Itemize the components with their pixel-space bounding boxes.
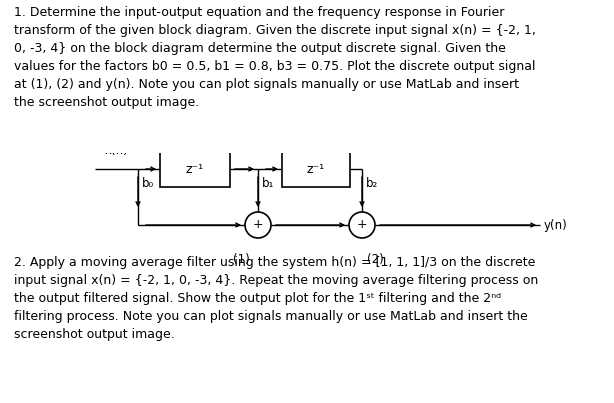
Text: the output filtered signal. Show the output plot for the 1st filtering and the 2: the output filtered signal. Show the out…	[13, 333, 543, 346]
Text: (1): (1)	[233, 253, 250, 266]
Text: 0, -3, 4} on the block diagram determine the output discrete signal. Given the: 0, -3, 4} on the block diagram determine…	[13, 56, 537, 69]
Ellipse shape	[245, 212, 271, 238]
Text: z⁻¹: z⁻¹	[307, 162, 325, 175]
Text: transform of the given block diagram. Given the discrete input signal x(n) = {-2: transform of the given block diagram. Gi…	[13, 35, 569, 48]
Text: at (1), (2) and y(n). Note you can plot signals manually or use MatLab and inser: at (1), (2) and y(n). Note you can plot …	[13, 99, 550, 112]
Text: (2): (2)	[367, 253, 384, 266]
Ellipse shape	[349, 212, 375, 238]
Text: x(n): x(n)	[105, 144, 129, 157]
Text: +: +	[357, 218, 367, 231]
Text: +: +	[253, 218, 263, 231]
Text: b₂: b₂	[366, 177, 378, 190]
Text: 1. Determine the input-output equation and the frequency response in Fourier
tra: 1. Determine the input-output equation a…	[14, 6, 535, 109]
Text: the screenshot output image.: the screenshot output image.	[13, 120, 211, 133]
Text: b₀: b₀	[142, 177, 154, 190]
Text: filtering process. Note you can plot signals manually or use MatLab and insert t: filtering process. Note you can plot sig…	[13, 355, 560, 368]
Text: the output filtered signal. Show the output plot for the 1: the output filtered signal. Show the out…	[13, 333, 389, 346]
FancyBboxPatch shape	[282, 151, 350, 187]
Text: z⁻¹: z⁻¹	[186, 162, 204, 175]
Text: b₁: b₁	[262, 177, 274, 190]
Text: values for the factors b0 = 0.5, b1 = 0.8, b3 = 0.75. Plot the discrete output s: values for the factors b0 = 0.5, b1 = 0.…	[13, 77, 567, 91]
Text: the output filtered signal. Show the output plot for the 1ˢᵗ filtering and the 2: the output filtered signal. Show the out…	[13, 333, 534, 346]
Text: 2. Apply a moving average filter using the system h(n) = [1, 1, 1]/3 on the disc: 2. Apply a moving average filter using t…	[14, 256, 538, 341]
Text: 2. Apply a moving average filter using the system h(n) = [1, 1, 1]/3 on the disc: 2. Apply a moving average filter using t…	[13, 290, 569, 303]
FancyBboxPatch shape	[160, 151, 230, 187]
Text: y(n): y(n)	[544, 218, 568, 231]
Text: input signal x(n) = {-2, 1, 0, -3, 4}. Repeat the moving average filtering proce: input signal x(n) = {-2, 1, 0, -3, 4}. R…	[13, 312, 571, 324]
Text: the output filtered signal. Show the output plot for the 1st filtering and the 2: the output filtered signal. Show the out…	[13, 333, 543, 346]
Text: 1. Determine the input-output equation and the frequency response in Fourier: 1. Determine the input-output equation a…	[13, 13, 537, 26]
Text: screenshot output image.: screenshot output image.	[13, 376, 184, 389]
